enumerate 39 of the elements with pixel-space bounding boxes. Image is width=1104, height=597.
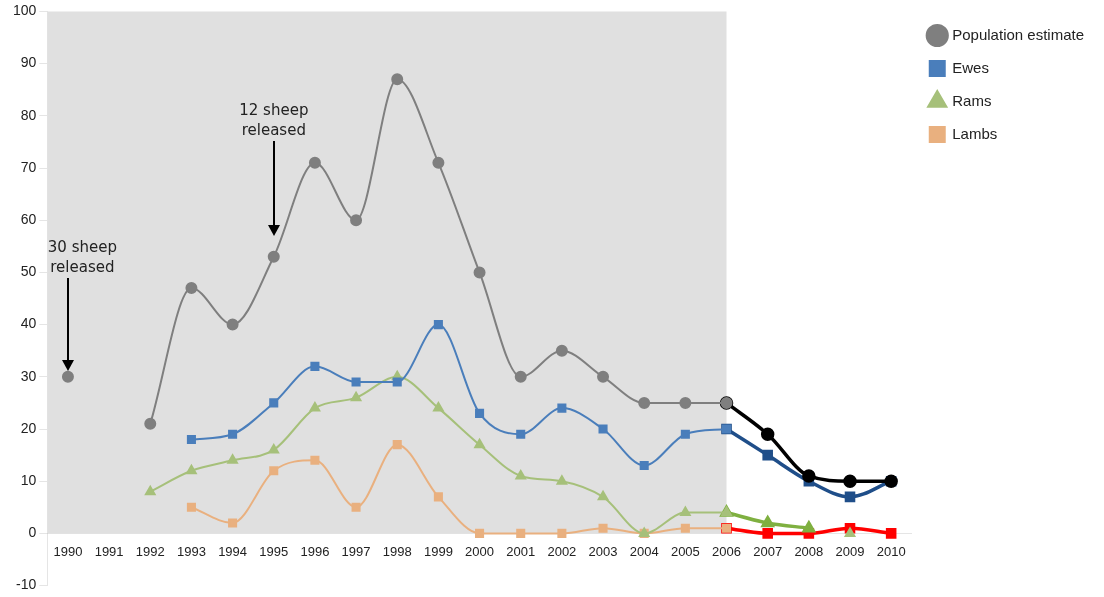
y-tick-label: 50 bbox=[20, 263, 37, 280]
x-tick-label: 2003 bbox=[588, 543, 618, 559]
annotation: 12 sheep released bbox=[239, 101, 309, 139]
x-tick-label: 2001 bbox=[506, 543, 536, 559]
legend-label: Population estimate bbox=[952, 25, 1084, 43]
x-tick-label: 2010 bbox=[876, 543, 906, 559]
legend-label: Ewes bbox=[952, 58, 989, 76]
x-tick-label: 2006 bbox=[712, 543, 741, 559]
x-tick-label: 2000 bbox=[465, 543, 495, 559]
x-tick-label: 1996 bbox=[300, 543, 330, 559]
x-tick-label: 2007 bbox=[753, 543, 783, 559]
y-tick-label: 60 bbox=[20, 211, 37, 228]
x-tick-label: 1993 bbox=[176, 543, 206, 559]
y-tick-label: 10 bbox=[20, 472, 37, 489]
y-tick-label: -10 bbox=[16, 576, 37, 593]
x-tick-label: 2008 bbox=[794, 543, 824, 559]
x-tick-label: 1994 bbox=[218, 543, 248, 559]
y-tick-label: 70 bbox=[20, 158, 37, 175]
x-tick-label: 2005 bbox=[670, 543, 700, 559]
x-tick-label: 1997 bbox=[341, 543, 371, 559]
y-tick-label: 100 bbox=[13, 2, 37, 19]
x-tick-label: 1990 bbox=[53, 543, 83, 559]
legend-label: Lambs bbox=[952, 124, 998, 142]
x-tick-label: 1998 bbox=[382, 543, 412, 559]
y-tick-label: 30 bbox=[20, 367, 37, 384]
x-tick-label: 1999 bbox=[423, 543, 453, 559]
y-tick-label: 80 bbox=[20, 106, 37, 123]
x-tick-label: 2004 bbox=[629, 543, 659, 559]
x-tick-label: 1992 bbox=[135, 543, 165, 559]
annotation: 30 sheep released bbox=[47, 238, 117, 276]
x-tick-label: 2009 bbox=[835, 543, 865, 559]
y-tick-label: 90 bbox=[20, 54, 37, 71]
y-tick-label: 0 bbox=[28, 524, 37, 541]
legend-label: Rams bbox=[952, 91, 992, 109]
x-tick-label: 1995 bbox=[259, 543, 289, 559]
y-tick-label: 20 bbox=[20, 419, 37, 436]
y-tick-label: 40 bbox=[20, 315, 37, 332]
x-tick-label: 2002 bbox=[547, 543, 577, 559]
x-tick-label: 1991 bbox=[94, 543, 124, 559]
